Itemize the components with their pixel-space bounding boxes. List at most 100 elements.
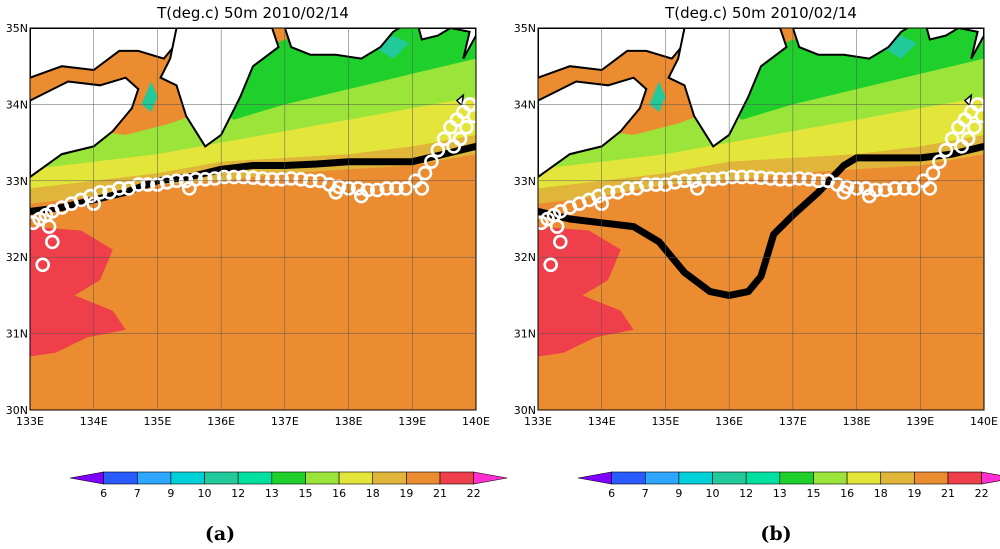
lon-tick-label: 137E bbox=[271, 415, 299, 428]
observation-point bbox=[379, 181, 395, 196]
observation-point bbox=[858, 181, 874, 196]
observation-points-b bbox=[538, 97, 984, 273]
colorbar-tick-label: 6 bbox=[100, 487, 107, 500]
teal-patch-a bbox=[374, 35, 410, 59]
observation-point bbox=[111, 181, 127, 196]
colorbar-tick-label: 10 bbox=[706, 487, 720, 500]
colorbar-segment bbox=[914, 471, 949, 485]
observation-point bbox=[44, 234, 60, 250]
map-title-a: T(deg.c) 50m 2010/02/14 bbox=[156, 4, 349, 22]
gridlines-b bbox=[538, 28, 984, 410]
observation-point bbox=[264, 172, 280, 187]
land-tokai-b bbox=[791, 28, 910, 60]
observation-point bbox=[887, 181, 903, 196]
colorbar-tick-label: 16 bbox=[840, 487, 854, 500]
land-shikoku-a bbox=[30, 76, 140, 179]
observation-point bbox=[954, 139, 970, 154]
lat-tick-label: 32N bbox=[6, 251, 28, 264]
lon-tick-label: 134E bbox=[588, 415, 616, 428]
teal-patch-b bbox=[882, 35, 918, 59]
colorbar-segment bbox=[644, 471, 680, 485]
observation-point bbox=[283, 171, 299, 186]
colorbar-tick-label: 22 bbox=[975, 487, 989, 500]
observation-point bbox=[549, 219, 565, 234]
colorbar-tick-label: 18 bbox=[366, 487, 380, 500]
lat-tick-label: 35N bbox=[514, 22, 536, 35]
observation-point bbox=[967, 120, 982, 135]
observation-point bbox=[791, 171, 807, 186]
observation-point bbox=[938, 142, 954, 158]
colorbar-tick-label: 19 bbox=[907, 487, 921, 500]
observation-point bbox=[226, 169, 242, 185]
colorbar-segment bbox=[338, 471, 374, 485]
observation-point bbox=[182, 181, 197, 196]
colorbar-segment bbox=[271, 471, 306, 485]
route-path-b bbox=[538, 142, 984, 299]
colorbar-tick-label: 18 bbox=[874, 487, 888, 500]
lat-tick-label: 30N bbox=[514, 404, 536, 417]
observation-point bbox=[430, 142, 446, 158]
colorbar-segment bbox=[406, 471, 441, 485]
observation-point bbox=[861, 188, 877, 204]
map-area-b bbox=[538, 28, 984, 410]
colorbar-max-arrow bbox=[473, 471, 508, 485]
colorbar-tick-label: 7 bbox=[642, 487, 649, 500]
observation-point bbox=[922, 181, 938, 196]
lat-axis-a: 30N 31N 32N 33N 34N 35N bbox=[6, 22, 28, 417]
land-island-b bbox=[963, 93, 973, 108]
colorbar-max-arrow bbox=[981, 471, 1000, 485]
lat-tick-label: 31N bbox=[6, 328, 28, 341]
lon-tick-label: 133E bbox=[16, 415, 44, 428]
lat-tick-label: 30N bbox=[6, 404, 28, 417]
map-panel-b: T(deg.c) 50m 2010/02/14 133E 134E 135E 136E… bbox=[514, 4, 1000, 545]
map-frame-a bbox=[29, 27, 477, 411]
observation-point bbox=[466, 108, 476, 124]
observation-point bbox=[932, 154, 947, 169]
colorbar-segment bbox=[813, 471, 848, 485]
observation-point bbox=[648, 177, 664, 192]
observation-point bbox=[459, 120, 474, 135]
observation-point bbox=[446, 139, 462, 154]
observation-point bbox=[293, 172, 309, 187]
colorbar-tick-label: 13 bbox=[773, 487, 787, 500]
lat-axis-b: 30N 31N 32N 33N 34N 35N bbox=[514, 22, 536, 417]
colorbar-segment bbox=[745, 471, 781, 485]
lat-tick-label: 35N bbox=[6, 22, 28, 35]
colorbar-tick-label: 22 bbox=[467, 487, 481, 500]
colorbar-segment bbox=[611, 471, 646, 485]
temperature-field-b bbox=[538, 28, 984, 410]
land-izu-boso-a bbox=[417, 28, 476, 60]
colorbar-segment bbox=[136, 471, 172, 485]
colorbar-tick-label: 19 bbox=[399, 487, 413, 500]
observation-point bbox=[350, 181, 366, 196]
colorbar-tick-label: 15 bbox=[298, 487, 312, 500]
observation-point bbox=[944, 131, 960, 147]
colorbar-min-arrow bbox=[69, 471, 104, 485]
observation-point bbox=[274, 172, 290, 187]
warm-core-b bbox=[538, 226, 634, 357]
colorbar-segment bbox=[103, 471, 138, 485]
observation-point bbox=[436, 131, 452, 147]
lon-tick-label: 140E bbox=[462, 415, 490, 428]
observation-point bbox=[734, 169, 750, 185]
observation-point bbox=[369, 182, 385, 198]
lat-tick-label: 32N bbox=[514, 251, 536, 264]
observation-point bbox=[619, 181, 635, 196]
lon-tick-label: 136E bbox=[207, 415, 235, 428]
observation-point bbox=[543, 257, 559, 273]
observation-point bbox=[753, 170, 769, 185]
observation-point bbox=[197, 172, 213, 187]
observation-point bbox=[255, 171, 270, 186]
lon-tick-label: 136E bbox=[715, 415, 743, 428]
land-shikoku-b bbox=[538, 76, 648, 179]
map-frame-b bbox=[537, 27, 985, 411]
observation-point bbox=[836, 185, 852, 200]
observation-point bbox=[159, 175, 175, 190]
observation-point bbox=[217, 169, 232, 185]
colorbar-segment bbox=[678, 471, 713, 485]
colorbar-segment bbox=[779, 471, 814, 485]
observation-point bbox=[705, 172, 721, 187]
colorbar-tick-label: 9 bbox=[675, 487, 682, 500]
colorbar-tick-label: 12 bbox=[739, 487, 753, 500]
